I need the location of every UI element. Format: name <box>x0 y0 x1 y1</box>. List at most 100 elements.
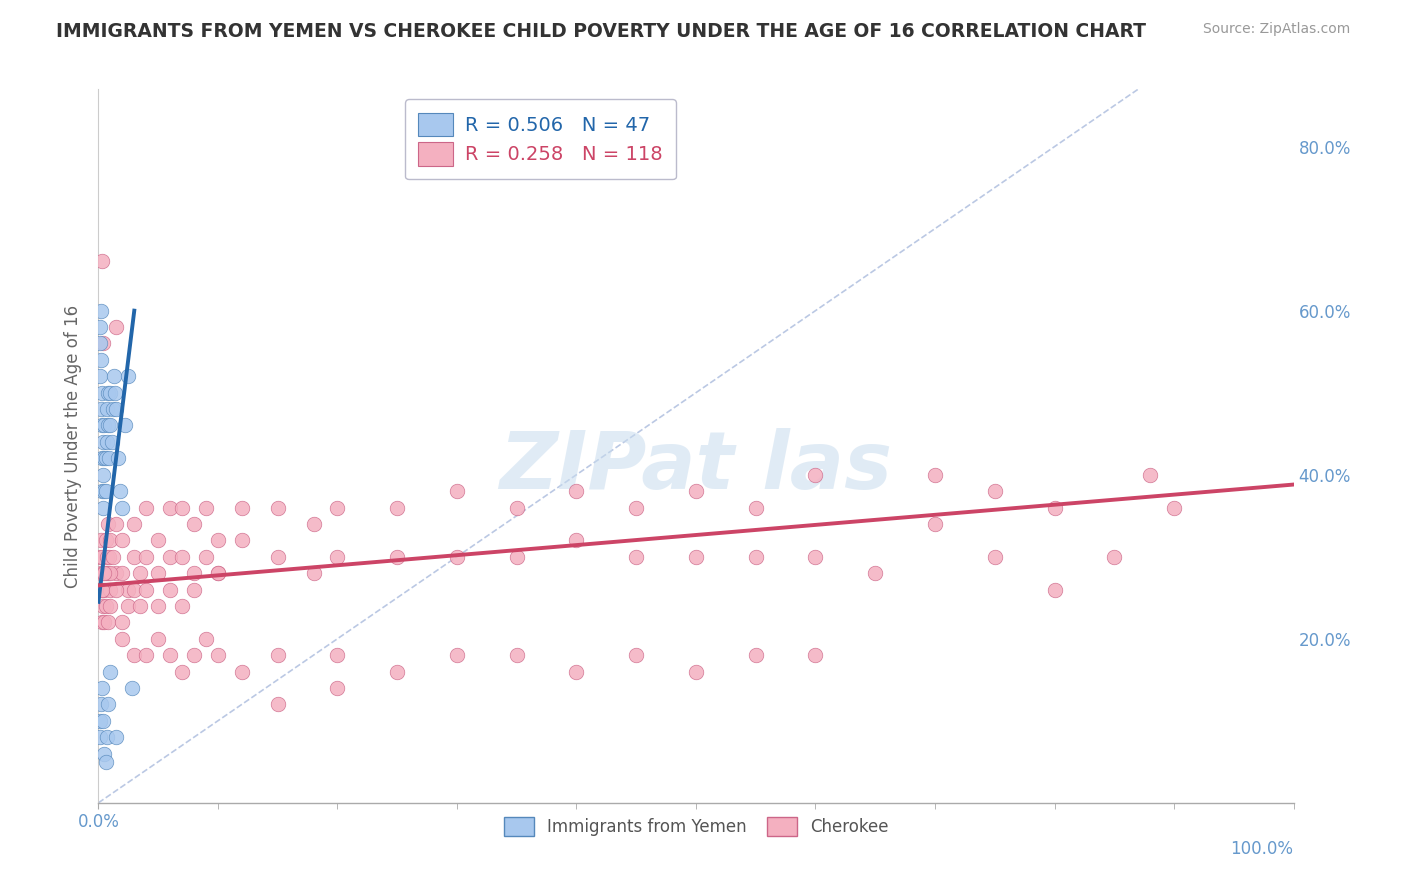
Point <box>97 385 120 400</box>
Point <box>117 369 139 384</box>
Point <box>195 500 218 515</box>
Point <box>91 582 114 597</box>
Point <box>98 533 122 548</box>
Point <box>117 582 139 597</box>
Text: 100.0%: 100.0% <box>1230 840 1294 858</box>
Point <box>97 615 120 630</box>
Point <box>745 648 768 662</box>
Point <box>90 566 112 581</box>
Point <box>1043 500 1066 515</box>
Point <box>93 484 115 499</box>
Point <box>111 533 134 548</box>
Point <box>96 402 118 417</box>
Point <box>89 582 111 597</box>
Point <box>91 566 114 581</box>
Point <box>105 730 128 744</box>
Point <box>135 582 157 597</box>
Point <box>183 566 205 581</box>
Point <box>231 533 253 548</box>
Point <box>91 336 114 351</box>
Point <box>91 385 114 400</box>
Point <box>124 516 146 531</box>
Point <box>385 549 409 564</box>
Point <box>90 698 112 712</box>
Point <box>159 648 181 662</box>
Point <box>111 632 134 646</box>
Point <box>101 402 124 417</box>
Point <box>506 549 529 564</box>
Point <box>745 500 768 515</box>
Point <box>1043 582 1066 597</box>
Point <box>91 434 114 449</box>
Point <box>98 599 122 613</box>
Point <box>267 500 290 515</box>
Point <box>93 418 115 433</box>
Point <box>96 730 118 744</box>
Point <box>159 549 181 564</box>
Point <box>111 500 134 515</box>
Point <box>91 484 114 499</box>
Point <box>94 533 117 548</box>
Point <box>89 320 111 334</box>
Point <box>93 615 115 630</box>
Y-axis label: Child Poverty Under the Age of 16: Child Poverty Under the Age of 16 <box>63 304 82 588</box>
Point <box>302 516 325 531</box>
Point <box>1139 467 1161 482</box>
Point <box>159 582 181 597</box>
Point <box>195 549 218 564</box>
Point <box>124 582 146 597</box>
Point <box>96 549 118 564</box>
Point <box>804 549 827 564</box>
Point <box>183 582 205 597</box>
Point <box>685 549 707 564</box>
Point <box>105 402 128 417</box>
Point <box>135 500 157 515</box>
Point <box>94 755 117 769</box>
Point <box>89 714 111 728</box>
Point <box>183 516 205 531</box>
Point <box>111 615 134 630</box>
Point <box>385 665 409 679</box>
Point <box>108 484 131 499</box>
Point <box>302 566 325 581</box>
Point <box>129 566 152 581</box>
Point <box>124 648 146 662</box>
Point <box>98 451 121 466</box>
Point <box>984 484 1007 499</box>
Point <box>148 566 170 581</box>
Point <box>90 402 112 417</box>
Point <box>804 467 827 482</box>
Point <box>565 533 588 548</box>
Point <box>105 566 128 581</box>
Point <box>91 582 114 597</box>
Point <box>326 681 349 695</box>
Point <box>924 467 946 482</box>
Point <box>626 500 648 515</box>
Text: Source: ZipAtlas.com: Source: ZipAtlas.com <box>1202 22 1350 37</box>
Point <box>159 500 181 515</box>
Point <box>326 500 349 515</box>
Point <box>107 451 129 466</box>
Point <box>105 516 128 531</box>
Point <box>267 698 290 712</box>
Point <box>105 320 128 334</box>
Point <box>91 418 114 433</box>
Point <box>207 566 229 581</box>
Point <box>98 566 122 581</box>
Point <box>93 747 115 761</box>
Point <box>231 665 253 679</box>
Point <box>91 500 114 515</box>
Point <box>172 549 194 564</box>
Point <box>93 582 115 597</box>
Point <box>267 549 290 564</box>
Point <box>924 516 946 531</box>
Point <box>90 303 112 318</box>
Point <box>114 418 136 433</box>
Point <box>98 582 122 597</box>
Point <box>207 566 229 581</box>
Point <box>98 549 121 564</box>
Point <box>385 500 409 515</box>
Point <box>626 549 648 564</box>
Point <box>97 698 120 712</box>
Point <box>104 385 127 400</box>
